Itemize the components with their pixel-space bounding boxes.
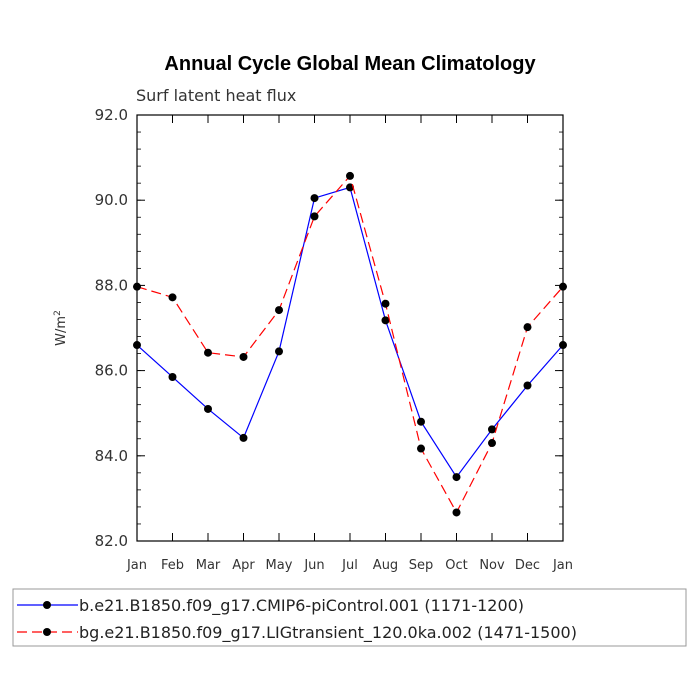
series-2-point bbox=[381, 299, 390, 308]
y-tick-label: 90.0 bbox=[95, 191, 128, 209]
legend-marker-1 bbox=[43, 601, 51, 609]
series-1-point bbox=[310, 194, 319, 203]
series-1-point bbox=[381, 316, 390, 325]
y-tick-label: 82.0 bbox=[95, 532, 128, 550]
x-tick-label: Nov bbox=[479, 558, 505, 573]
series-1-point bbox=[452, 473, 461, 482]
series-1-point bbox=[488, 425, 496, 434]
axis-ticks: 82.0 84.0 86.0 88.0 90.0 92.0 Jan Feb Mar Apr May J… bbox=[95, 106, 573, 573]
x-tick-label: Jan bbox=[552, 558, 573, 573]
y-axis-label: W/m2 bbox=[53, 310, 69, 346]
x-tick-label: Feb bbox=[161, 558, 184, 573]
x-tick-label: Mar bbox=[196, 558, 221, 573]
series-2-point bbox=[346, 171, 354, 180]
series-1-point bbox=[559, 341, 567, 350]
legend-label-1: b.e21.B1850.f09_g17.CMIP6-piControl.001 … bbox=[79, 596, 524, 616]
series-2-point bbox=[310, 212, 319, 221]
y-tick-label: 92.0 bbox=[95, 106, 128, 124]
series-2-point bbox=[239, 352, 248, 361]
x-tick-label: Oct bbox=[445, 558, 467, 573]
y-tick-label: 84.0 bbox=[95, 447, 128, 465]
x-tick-label: Jun bbox=[303, 558, 324, 573]
series-line-2 bbox=[136, 174, 564, 514]
chart-title: Annual Cycle Global Mean Climatology bbox=[164, 53, 536, 75]
x-tick-label: Jan bbox=[126, 558, 147, 573]
series-1-point bbox=[204, 404, 212, 413]
series-1-point bbox=[239, 433, 248, 442]
series-1-point bbox=[275, 347, 283, 356]
series-2-point bbox=[452, 508, 461, 517]
chart-subtitle: Surf latent heat flux bbox=[136, 86, 296, 105]
legend-marker-2 bbox=[43, 628, 51, 636]
series-1-point bbox=[133, 341, 141, 350]
series-1-point bbox=[523, 381, 532, 390]
series-2-point bbox=[523, 323, 532, 332]
series-1-point bbox=[168, 372, 177, 381]
x-tick-label: Sep bbox=[409, 558, 434, 573]
x-tick-label: May bbox=[266, 558, 293, 573]
y-axis-label-text: W/m bbox=[54, 316, 69, 346]
legend-label-2: bg.e21.B1850.f09_g17.LIGtransient_120.0k… bbox=[79, 623, 577, 643]
x-tick-label: Jul bbox=[341, 558, 358, 573]
x-tick-label: Apr bbox=[232, 558, 255, 573]
series-2-point bbox=[133, 282, 141, 291]
svg-text:W/m2: W/m2 bbox=[53, 310, 69, 346]
series-1-point bbox=[417, 417, 425, 426]
x-tick-label: Aug bbox=[373, 558, 398, 573]
legend-box bbox=[12, 588, 687, 647]
y-tick-label: 88.0 bbox=[95, 276, 128, 294]
series-2-point bbox=[559, 282, 567, 291]
x-tick-label: Dec bbox=[515, 558, 540, 573]
series-line-1 bbox=[136, 186, 564, 479]
series-2-point bbox=[275, 306, 283, 315]
series-2-point bbox=[204, 348, 212, 357]
series-2-point bbox=[168, 293, 177, 302]
series-layer bbox=[133, 171, 567, 517]
legend: b.e21.B1850.f09_g17.CMIP6-piControl.001 … bbox=[12, 588, 687, 647]
y-axis-label-superscript: 2 bbox=[53, 310, 63, 316]
series-1-point bbox=[346, 183, 354, 192]
y-tick-label: 86.0 bbox=[95, 362, 128, 380]
series-2-point bbox=[488, 439, 496, 448]
series-2-point bbox=[417, 444, 425, 453]
